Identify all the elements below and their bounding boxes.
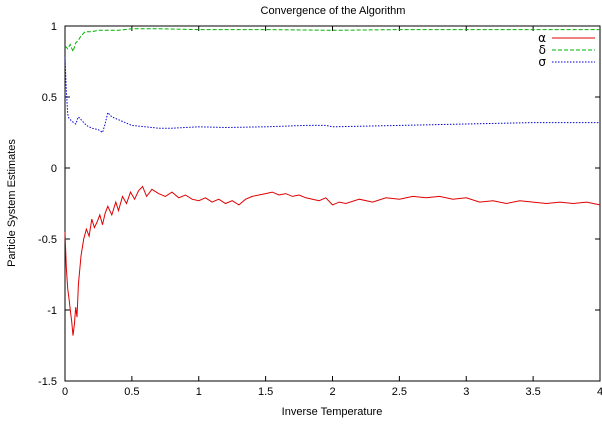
- x-tick-label: 3.5: [525, 386, 540, 398]
- legend-label-1: δ: [539, 43, 546, 57]
- y-tick-label: 0.5: [42, 92, 57, 104]
- y-axis-label: Particle System Estimates: [6, 139, 18, 267]
- legend-label-0: α: [538, 31, 546, 45]
- x-tick-label: 3: [463, 386, 469, 398]
- y-tick-label: -1.5: [38, 376, 57, 388]
- series-line-2: [64, 57, 600, 134]
- series-line-0: [64, 185, 601, 336]
- x-tick-label: 1: [196, 386, 202, 398]
- y-tick-label: -1: [47, 305, 57, 317]
- x-tick-label: 1.5: [258, 386, 273, 398]
- chart-title: Convergence of the Algorithm: [261, 5, 406, 17]
- x-tick-label: 0.5: [124, 386, 139, 398]
- x-tick-label: 2.5: [392, 386, 407, 398]
- x-axis-label: Inverse Temperature: [282, 406, 383, 418]
- legend-label-2: σ: [538, 55, 546, 69]
- x-tick-label: 2: [329, 386, 335, 398]
- series-line-1: [64, 28, 600, 54]
- plot-frame: [64, 25, 601, 382]
- y-tick-label: -0.5: [38, 234, 57, 246]
- y-tick-label: 1: [51, 21, 57, 33]
- y-tick-label: 0: [51, 163, 57, 175]
- x-tick-label: 0: [62, 386, 68, 398]
- x-tick-label: 4: [597, 386, 602, 398]
